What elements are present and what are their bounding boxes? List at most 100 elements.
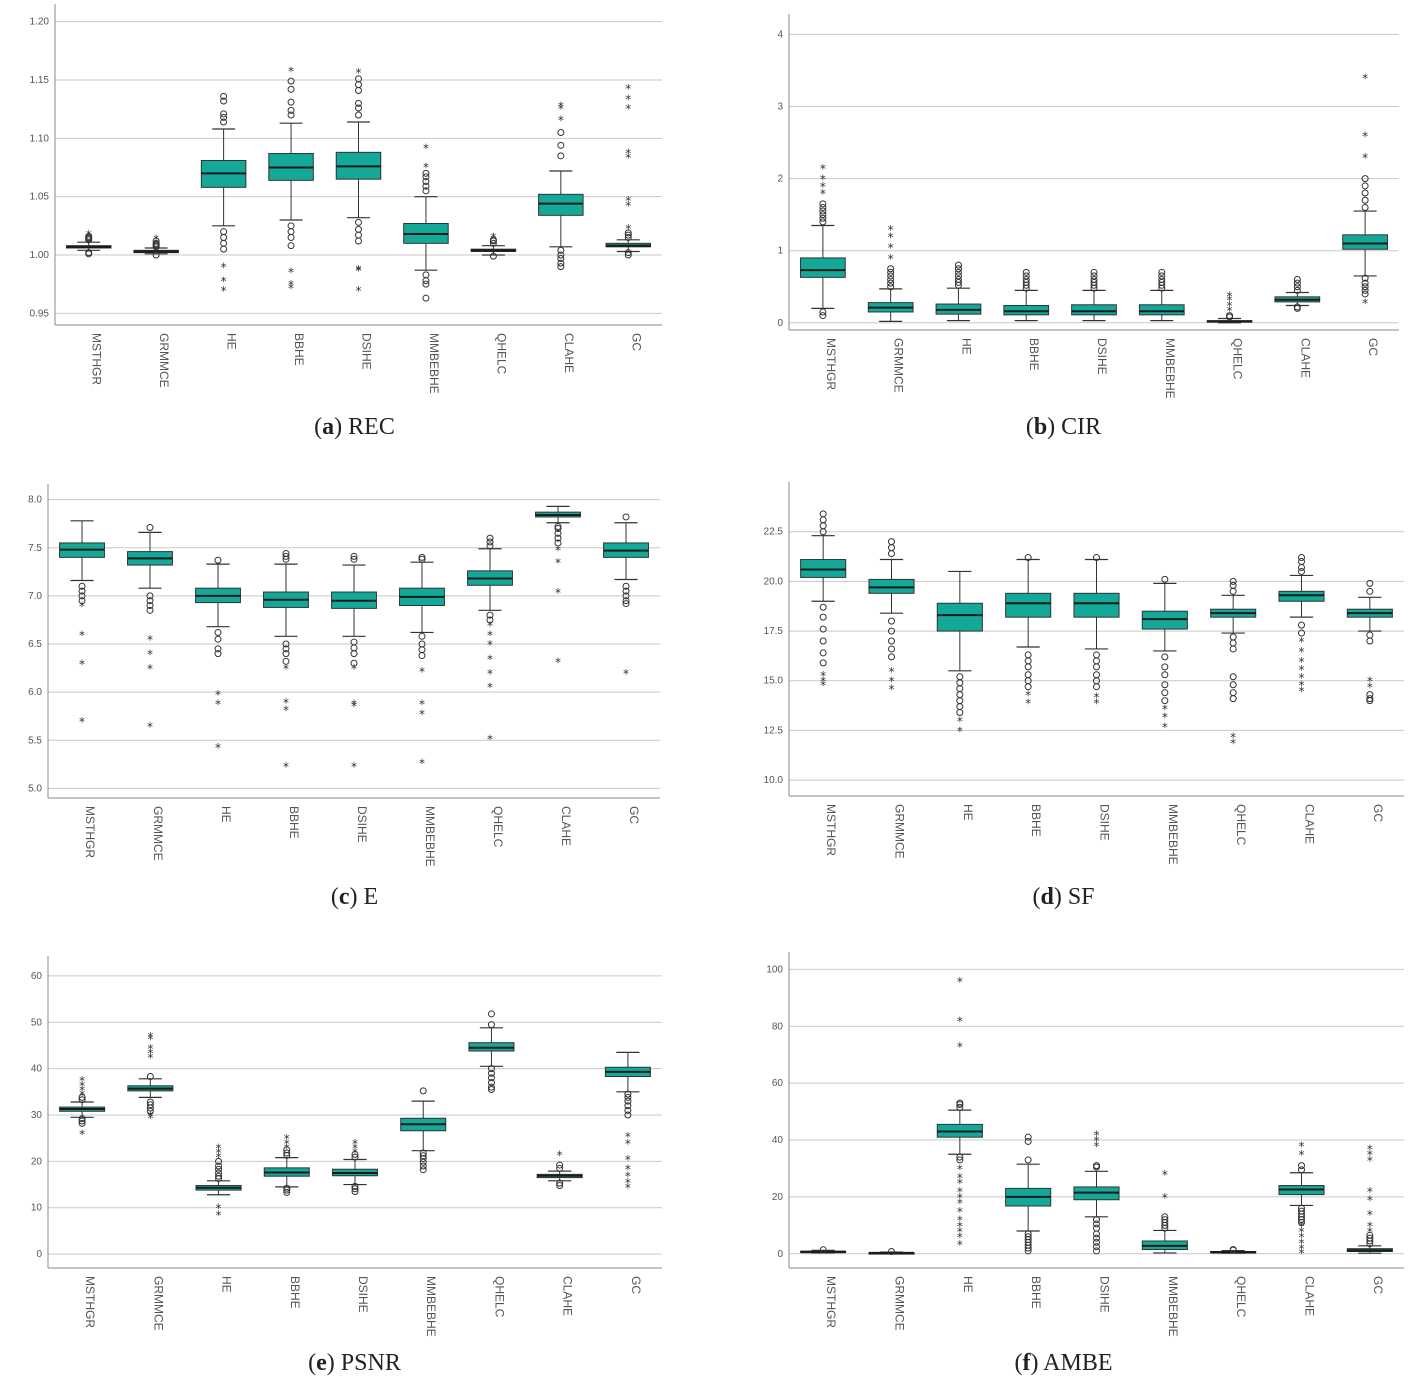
outlier-marker (887, 279, 895, 287)
extreme-marker: * (1094, 1128, 1100, 1142)
rec-box-clahe: *** (538, 100, 584, 271)
extreme-marker: * (215, 698, 221, 712)
outlier-marker (887, 283, 895, 291)
extreme-marker: * (625, 1169, 631, 1183)
extreme-marker: * (283, 703, 289, 717)
iqr-box (1005, 592, 1052, 618)
outlier-marker (819, 510, 827, 518)
sf-ytick-label: 20.0 (764, 576, 784, 587)
outlier-marker (282, 552, 290, 560)
rec-category-label: BBHE (292, 333, 306, 366)
extreme-marker: * (625, 194, 631, 208)
extreme-marker: * (216, 1202, 222, 1216)
psnr-category-label: QHELC (492, 1276, 506, 1318)
outlier-marker (1293, 283, 1301, 291)
extreme-marker: * (957, 1219, 963, 1233)
extreme-marker: * (487, 619, 493, 633)
extreme-marker: * (1299, 685, 1305, 699)
extreme-marker: * (147, 1111, 153, 1125)
iqr-box (800, 257, 846, 278)
extreme-marker: * (1299, 663, 1305, 677)
outlier-marker (819, 516, 827, 524)
outlier-marker (819, 625, 827, 633)
outlier-marker (624, 1090, 632, 1098)
outlier-marker (351, 1150, 359, 1158)
extreme-marker: * (356, 66, 362, 80)
outlier-marker (220, 110, 228, 118)
extreme-marker: * (625, 199, 631, 213)
outlier-marker (220, 228, 228, 236)
outlier-marker (1024, 671, 1032, 679)
psnr-category-label: CLAHE (561, 1276, 575, 1316)
extreme-marker: * (487, 680, 493, 694)
chart-panel-psnr: 0 10 20 30 40 50 60 * * * * * MSTHGR * * * * * * * GRMMCE * * *… (0, 940, 709, 1394)
psnr-category-label: MMBEBHE (424, 1276, 438, 1337)
sf-box-dsihe: ** (1073, 554, 1120, 711)
e-ytick-label: 8.0 (28, 495, 42, 506)
extreme-marker: * (487, 732, 493, 746)
outlier-marker (819, 308, 827, 316)
outlier-marker (78, 1117, 86, 1125)
extreme-marker: * (288, 278, 294, 292)
caption-psnr: (e) PSNR (308, 1350, 401, 1376)
sf-ytick-label: 12.5 (764, 725, 784, 736)
extreme-marker: * (820, 162, 826, 176)
rec-category-label: GRMMCE (157, 333, 171, 388)
extreme-marker: * (820, 675, 826, 689)
outlier-marker (1366, 587, 1374, 595)
extreme-marker: * (625, 1137, 631, 1151)
psnr-box-msthgr: ***** (59, 1074, 106, 1142)
outlier-marker (1298, 554, 1305, 562)
outlier-marker (215, 1169, 223, 1177)
extreme-marker: * (558, 114, 564, 128)
psnr-ytick-label: 40 (31, 1064, 43, 1075)
outlier-marker (355, 104, 362, 112)
extreme-marker: * (555, 586, 561, 600)
outlier-marker (489, 252, 497, 260)
caption-e: (c) E (330, 884, 379, 910)
sf-box-grmmce: *** (868, 538, 915, 697)
extreme-marker: * (1025, 689, 1031, 703)
extreme-marker: * (79, 715, 85, 729)
outlier-marker (956, 685, 964, 693)
rec-box-bbhe: **** (268, 65, 314, 296)
outlier-marker (1090, 276, 1098, 284)
psnr-ytick-label: 30 (31, 1110, 43, 1121)
outlier-marker (557, 263, 565, 271)
extreme-marker: * (557, 1148, 563, 1162)
ambe-box-gc: ******** (1346, 1143, 1393, 1254)
ambe-ytick-label: 100 (766, 964, 783, 975)
rec-category-label: GC (629, 333, 643, 351)
e-category-label: GC (627, 806, 641, 824)
extreme-marker: * (1299, 1242, 1305, 1256)
extreme-marker: * (1299, 635, 1305, 649)
outlier-marker (819, 218, 827, 226)
outlier-marker (1161, 653, 1169, 661)
extreme-marker: * (957, 714, 963, 728)
outlier-marker (1229, 587, 1237, 595)
outlier-marker (1024, 554, 1032, 562)
extreme-marker: * (625, 222, 631, 236)
outlier-marker (1090, 268, 1098, 276)
outlier-marker (624, 229, 632, 237)
extreme-marker: * (625, 1176, 631, 1190)
outlier-marker (282, 550, 290, 558)
outlier-marker (1366, 697, 1374, 705)
outlier-marker (888, 617, 895, 625)
outlier-marker (419, 1166, 427, 1174)
e-box-he: *** (195, 556, 241, 755)
outlier-marker (1158, 268, 1166, 276)
extreme-marker: * (221, 284, 227, 298)
outlier-marker (956, 691, 964, 699)
outlier-marker (1093, 1243, 1100, 1251)
psnr-ytick-label: 50 (31, 1017, 43, 1028)
iqr-box (1138, 304, 1185, 316)
ambe-box-bbhe (1005, 1133, 1052, 1255)
extreme-marker: * (352, 1137, 358, 1151)
ambe-box-dsihe: *** (1073, 1128, 1120, 1255)
rec-category-label: MMBEBHE (427, 333, 441, 394)
outlier-marker (214, 650, 222, 658)
outlier-marker (1298, 1166, 1305, 1174)
outlier-marker (350, 659, 358, 667)
